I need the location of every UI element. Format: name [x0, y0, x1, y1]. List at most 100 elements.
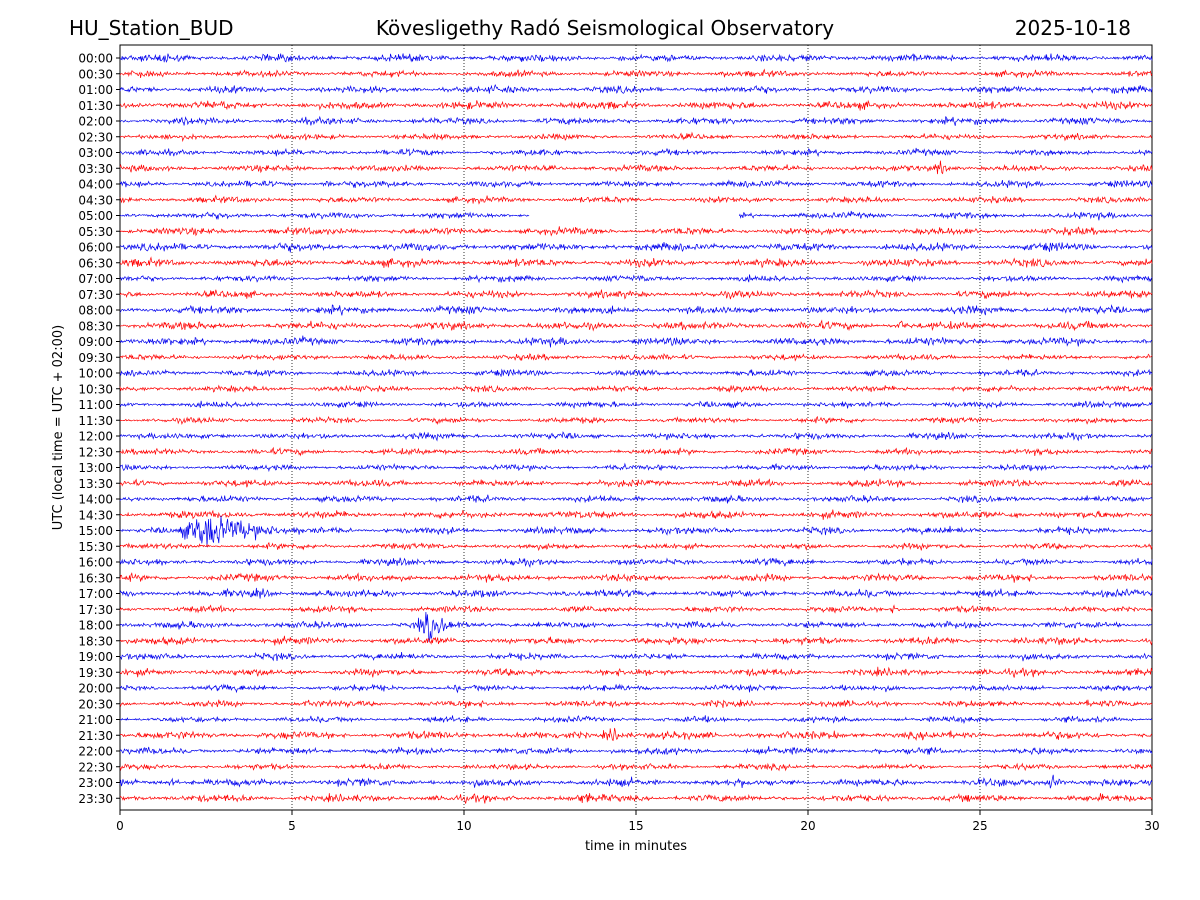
trace-1600: [119, 557, 1153, 568]
trace-2330: [119, 792, 1153, 804]
y-tick-label: 00:30: [78, 67, 113, 81]
trace-0830: [119, 319, 1153, 332]
y-tick-label: 21:30: [78, 729, 113, 743]
y-tick-label: 16:30: [78, 571, 113, 585]
trace-1230: [119, 446, 1153, 457]
y-tick-label: 18:30: [78, 634, 113, 648]
x-tick-label: 30: [1144, 819, 1159, 833]
y-tick-label: 23:00: [78, 776, 113, 790]
trace-1100: [119, 400, 1153, 410]
trace-1000: [119, 368, 1153, 378]
trace-1130: [119, 415, 1153, 426]
x-tick-label: 5: [288, 819, 296, 833]
y-tick-label: 17:00: [78, 587, 113, 601]
y-tick-label: 13:30: [78, 477, 113, 491]
y-tick-label: 20:30: [78, 697, 113, 711]
y-tick-label: 05:00: [78, 209, 113, 223]
trace-1530: [119, 541, 1153, 552]
trace-1800: [119, 611, 1153, 643]
y-tick-label: 09:30: [78, 351, 113, 365]
traces: [119, 53, 1153, 804]
trace-0630: [119, 256, 1153, 269]
trace-1930: [119, 666, 1153, 678]
trace-1700: [119, 587, 1153, 599]
trace-0530: [119, 226, 1153, 237]
y-tick-label: 10:00: [78, 367, 113, 381]
trace-0430: [119, 194, 1153, 205]
y-tick-label: 21:00: [78, 713, 113, 727]
x-axis-label: time in minutes: [585, 839, 687, 854]
y-tick-label: 22:00: [78, 745, 113, 759]
y-tick-label: 06:30: [78, 256, 113, 270]
y-tick-label: 07:00: [78, 272, 113, 286]
y-tick-label: 18:00: [78, 619, 113, 633]
y-tick-label: 02:30: [78, 130, 113, 144]
trace-0000: [119, 53, 1153, 63]
x-tick-label: 10: [456, 819, 471, 833]
chart-title: Kövesligethy Radó Seismological Observat…: [375, 16, 835, 40]
trace-1300: [119, 462, 1153, 473]
trace-1830: [119, 635, 1153, 646]
y-tick-label: 22:30: [78, 760, 113, 774]
y-tick-label: 04:00: [78, 178, 113, 192]
y-tick-label: 13:00: [78, 461, 113, 475]
trace-0730: [119, 288, 1153, 300]
y-tick-label: 07:30: [78, 288, 113, 302]
y-tick-label: 08:00: [78, 304, 113, 318]
trace-0400: [119, 179, 1153, 189]
y-tick-label: 09:00: [78, 335, 113, 349]
trace-1330: [119, 477, 1153, 488]
y-tick-label: 05:30: [78, 225, 113, 239]
x-tick-label: 20: [800, 819, 815, 833]
y-tick-label: 14:00: [78, 493, 113, 507]
station-name: HU_Station_BUD: [69, 16, 234, 40]
y-tick-label: 04:30: [78, 193, 113, 207]
trace-1400: [119, 494, 1153, 504]
trace-0800: [119, 304, 1152, 316]
y-tick-label: 11:00: [78, 398, 113, 412]
y-tick-label: 20:00: [78, 682, 113, 696]
y-tick-label: 12:30: [78, 445, 113, 459]
y-tick-label: 08:30: [78, 319, 113, 333]
y-tick-label: 02:00: [78, 115, 113, 129]
y-tick-label: 15:30: [78, 540, 113, 554]
y-tick-label: 17:30: [78, 603, 113, 617]
y-tick-label: 01:00: [78, 83, 113, 97]
trace-1630: [119, 572, 1153, 583]
trace-0200: [119, 115, 1153, 126]
trace-2000: [119, 683, 1153, 694]
x-tick-label: 0: [116, 819, 124, 833]
trace-2300: [119, 774, 1153, 789]
y-axis-label: UTC (local time = UTC + 02:00): [51, 325, 66, 530]
trace-2030: [119, 699, 1153, 709]
trace-0900: [119, 335, 1153, 348]
trace-1030: [119, 384, 1153, 393]
trace-1900: [119, 651, 1153, 662]
trace-0700: [119, 274, 1153, 284]
y-tick-label: 12:00: [78, 430, 113, 444]
trace-2230: [119, 762, 1153, 772]
trace-1200: [119, 431, 1153, 442]
trace-0230: [119, 131, 1153, 143]
trace-1500: [119, 515, 1153, 547]
y-tick-label: 00:00: [78, 52, 113, 66]
trace-0030: [119, 68, 1153, 79]
x-tick-label: 25: [972, 819, 987, 833]
trace-2100: [119, 715, 1153, 725]
y-tick-label: 15:00: [78, 524, 113, 538]
y-tick-label: 06:00: [78, 241, 113, 255]
trace-0330: [119, 160, 1153, 175]
trace-1430: [119, 509, 1153, 520]
trace-0600: [119, 241, 1153, 253]
y-tick-label: 11:30: [78, 414, 113, 428]
trace-0100: [119, 83, 1153, 95]
trace-0130: [119, 99, 1153, 111]
y-tick-label: 19:00: [78, 650, 113, 664]
y-tick-label: 14:30: [78, 508, 113, 522]
y-tick-label: 16:00: [78, 556, 113, 570]
trace-1730: [119, 604, 1153, 614]
trace-0500: [119, 210, 1153, 221]
y-tick-label: 23:30: [78, 792, 113, 806]
trace-2130: [119, 727, 1153, 742]
